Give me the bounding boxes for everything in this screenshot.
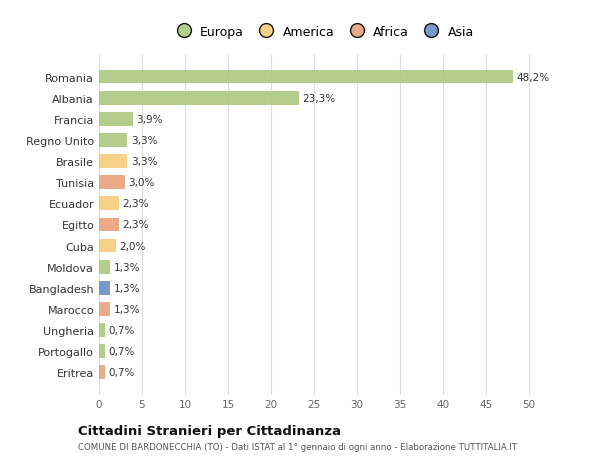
Bar bbox=[99, 218, 119, 232]
Text: 3,3%: 3,3% bbox=[131, 135, 157, 146]
Bar bbox=[99, 134, 127, 147]
Bar bbox=[99, 345, 105, 358]
Bar bbox=[99, 112, 133, 126]
Text: 1,3%: 1,3% bbox=[113, 304, 140, 314]
Legend: Europa, America, Africa, Asia: Europa, America, Africa, Asia bbox=[166, 21, 479, 44]
Text: 48,2%: 48,2% bbox=[517, 73, 550, 82]
Text: 0,7%: 0,7% bbox=[109, 325, 135, 335]
Text: 3,3%: 3,3% bbox=[131, 157, 157, 167]
Bar bbox=[99, 176, 125, 190]
Text: 1,3%: 1,3% bbox=[113, 283, 140, 293]
Bar bbox=[99, 260, 110, 274]
Bar bbox=[99, 324, 105, 337]
Text: 3,9%: 3,9% bbox=[136, 115, 163, 124]
Text: Cittadini Stranieri per Cittadinanza: Cittadini Stranieri per Cittadinanza bbox=[78, 424, 341, 437]
Bar bbox=[99, 366, 105, 379]
Bar bbox=[99, 281, 110, 295]
Text: 1,3%: 1,3% bbox=[113, 262, 140, 272]
Text: 2,3%: 2,3% bbox=[122, 220, 149, 230]
Text: 23,3%: 23,3% bbox=[303, 94, 336, 103]
Text: 0,7%: 0,7% bbox=[109, 368, 135, 377]
Bar bbox=[99, 92, 299, 105]
Text: COMUNE DI BARDONECCHIA (TO) - Dati ISTAT al 1° gennaio di ogni anno - Elaborazio: COMUNE DI BARDONECCHIA (TO) - Dati ISTAT… bbox=[78, 442, 517, 451]
Bar bbox=[99, 71, 514, 84]
Text: 2,0%: 2,0% bbox=[119, 241, 146, 251]
Bar bbox=[99, 239, 116, 253]
Bar bbox=[99, 155, 127, 168]
Text: 3,0%: 3,0% bbox=[128, 178, 155, 188]
Bar bbox=[99, 197, 119, 211]
Text: 2,3%: 2,3% bbox=[122, 199, 149, 209]
Bar bbox=[99, 302, 110, 316]
Text: 0,7%: 0,7% bbox=[109, 347, 135, 356]
